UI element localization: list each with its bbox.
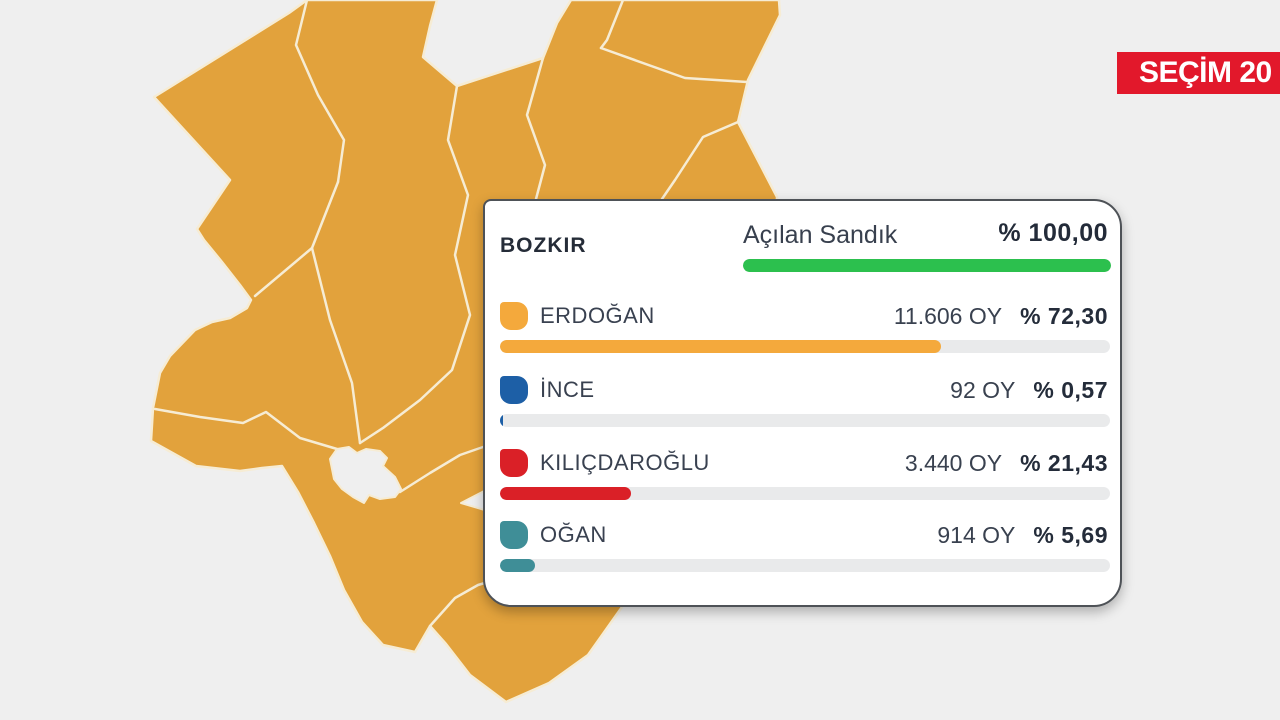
opened-ballots-value: % 100,00 [998,219,1108,247]
district-name: BOZKIR [500,234,587,257]
candidate-percentage: % 0,57 [1033,377,1108,403]
candidate-row-kilicdaroglu: KILIÇDAROĞLU 3.440 OY % 21,43 [500,447,1110,509]
candidate-percentage: % 72,30 [1020,303,1108,329]
candidate-bar-track [500,559,1110,572]
candidate-result: 11.606 OY % 72,30 [894,302,1108,330]
candidate-name: OĞAN [540,522,607,547]
candidate-row-erdogan: ERDOĞAN 11.606 OY % 72,30 [500,300,1110,362]
opened-progress-fill [743,259,1111,272]
candidate-result: 3.440 OY % 21,43 [905,449,1108,477]
candidate-bar-fill [500,340,942,353]
candidate-name: KILIÇDAROĞLU [540,450,710,475]
candidate-name: ERDOĞAN [540,303,655,328]
candidate-votes: 92 OY [950,377,1016,403]
candidate-percentage: % 5,69 [1033,522,1108,548]
candidate-row-ogan: OĞAN 914 OY % 5,69 [500,519,1110,581]
candidate-name: İNCE [540,377,595,402]
candidate-percentage: % 21,43 [1020,450,1108,476]
candidate-bar-track [500,340,1110,353]
candidate-result: 914 OY % 5,69 [937,521,1108,549]
candidate-votes: 11.606 OY [893,303,1003,329]
candidate-bar-fill [500,487,631,500]
district-borders [153,0,749,628]
opened-progress-track [743,259,1111,272]
candidate-result: 92 OY % 0,57 [950,376,1108,404]
candidate-votes: 3.440 OY [904,450,1003,476]
candidate-color-icon [500,376,528,404]
lake-area [329,446,402,504]
candidate-row-ince: İNCE 92 OY % 0,57 [500,374,1110,436]
candidate-bar-fill [500,559,535,572]
candidate-votes: 914 OY [937,522,1016,548]
candidate-color-icon [500,302,528,330]
results-card: BOZKIR Açılan Sandık % 100,00 ERDOĞAN 11… [483,199,1122,607]
candidate-color-icon [500,449,528,477]
candidate-color-icon [500,521,528,549]
candidate-rows: ERDOĞAN 11.606 OY % 72,30 İNCE 92 OY % 0… [485,201,1120,605]
banner-label: SEÇİM 20 [1139,56,1272,89]
election-banner: SEÇİM 20 [1117,52,1280,94]
candidate-bar-track [500,487,1110,500]
candidate-bar-track [500,414,1110,427]
candidate-bar-fill [500,414,504,427]
opened-ballots-label: Açılan Sandık [743,221,898,249]
